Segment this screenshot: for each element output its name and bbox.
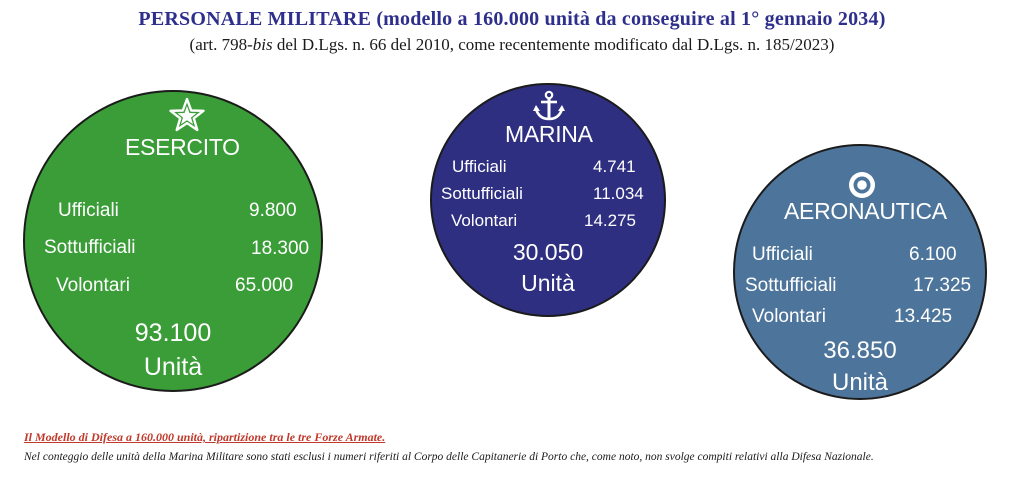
marina-total: 30.050 <box>512 239 584 265</box>
esercito-name: ESERCITO <box>125 134 240 160</box>
marina-ufficiali-value: 4.741 <box>593 157 636 176</box>
aeronautica-unit: Unità <box>831 369 889 396</box>
marina-ufficiali-label: Ufficiali <box>452 157 507 176</box>
marina-volontari-label: Volontari <box>451 211 518 230</box>
esercito-sottufficiali-value: 18.300 <box>251 238 310 259</box>
marina-circle: MARINA Ufficiali 4.741 Sottufficiali 11.… <box>430 83 666 317</box>
marina-unit: Unità <box>521 270 575 296</box>
esercito-sottufficiali-label: Sottufficiali <box>44 237 136 258</box>
star-icon <box>169 97 205 132</box>
subtitle-em: bis <box>252 35 273 54</box>
subtitle-pre: (art. 798- <box>189 35 253 54</box>
page-title: PERSONALE MILITARE (modello a 160.000 un… <box>138 8 886 30</box>
aeronautica-volontari-value: 13.425 <box>894 306 953 327</box>
esercito-volontari-value: 65.000 <box>235 275 294 296</box>
footer-caption: Il Modello di Difesa a 160.000 unità, ri… <box>24 430 386 444</box>
aeronautica-sottufficiali-label: Sottufficiali <box>745 275 837 296</box>
anchor-icon <box>533 90 565 121</box>
roundel-icon <box>849 172 875 198</box>
aeronautica-ufficiali-value: 6.100 <box>909 244 957 265</box>
marina-sottufficiali-value: 11.034 <box>593 184 644 203</box>
esercito-ufficiali-value: 9.800 <box>249 200 297 221</box>
aeronautica-volontari-label: Volontari <box>752 306 826 327</box>
aeronautica-sottufficiali-value: 17.325 <box>913 275 972 296</box>
subtitle-post: del D.Lgs. n. 66 del 2010, come recentem… <box>272 35 835 54</box>
marina-volontari-value: 14.275 <box>584 211 636 230</box>
footer-note: Nel conteggio delle unità della Marina M… <box>24 451 874 463</box>
marina-sottufficiali-label: Sottufficiali <box>441 184 523 203</box>
aeronautica-total: 36.850 <box>823 337 897 364</box>
esercito-total: 93.100 <box>134 319 212 347</box>
esercito-unit: Unità <box>143 353 203 381</box>
aeronautica-ufficiali-label: Ufficiali <box>752 244 813 265</box>
esercito-volontari-label: Volontari <box>56 275 130 296</box>
marina-name: MARINA <box>505 121 593 147</box>
aeronautica-name: AERONAUTICA <box>784 198 947 224</box>
esercito-circle: ESERCITO Ufficiali 9.800 Sottufficiali 1… <box>23 90 323 392</box>
aeronautica-circle: AERONAUTICA Ufficiali 6.100 Sottufficial… <box>733 144 987 400</box>
esercito-ufficiali-label: Ufficiali <box>58 200 119 221</box>
page-subtitle: (art. 798-bis del D.Lgs. n. 66 del 2010,… <box>0 35 1024 55</box>
